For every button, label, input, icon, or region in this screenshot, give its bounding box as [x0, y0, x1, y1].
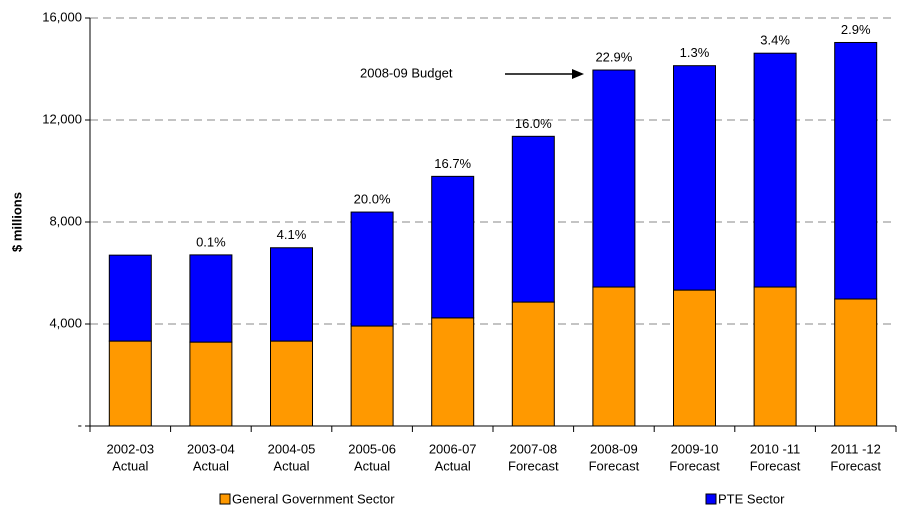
legend-swatch: [705, 493, 717, 505]
y-tick-label: 16,000: [42, 9, 82, 24]
annotation-arrowhead: [572, 69, 584, 79]
bar-segment: [834, 298, 878, 427]
growth-label: 0.1%: [196, 234, 226, 249]
x-tick-label: Forecast: [830, 458, 881, 473]
x-tick-label: Actual: [273, 458, 309, 473]
bar-segment: [673, 65, 716, 291]
y-tick-label: -: [78, 417, 82, 432]
bar-segment: [592, 286, 636, 427]
growth-label: 16.0%: [515, 116, 552, 131]
y-tick-label: 12,000: [42, 111, 82, 126]
y-tick-label: 8,000: [49, 213, 82, 228]
bar-segment: [834, 41, 878, 300]
x-tick-label: 2007-08: [509, 441, 557, 456]
bar-segment: [592, 69, 636, 288]
x-tick-label: 2008-09: [590, 441, 638, 456]
bar-segment: [431, 175, 475, 319]
x-tick-label: Actual: [435, 458, 471, 473]
growth-label: 16.7%: [434, 156, 471, 171]
bar-segment: [108, 254, 152, 342]
bar-segment: [350, 211, 394, 327]
x-tick-label: Forecast: [508, 458, 559, 473]
growth-label: 3.4%: [760, 33, 790, 48]
bar-segment: [270, 247, 313, 342]
x-tick-label: 2009-10: [671, 441, 719, 456]
bar-segment: [270, 340, 313, 427]
x-tick-label: 2011 -12: [831, 441, 881, 456]
y-axis-label: $ millions: [9, 192, 24, 252]
bar-segment: [189, 254, 233, 343]
legend-swatch: [219, 493, 231, 505]
bar-segment: [753, 286, 797, 427]
x-tick-label: Forecast: [750, 458, 801, 473]
x-tick-label: Forecast: [669, 458, 720, 473]
x-tick-label: 2003-04: [187, 441, 235, 456]
growth-label: 22.9%: [595, 49, 632, 64]
bar-segment: [511, 135, 555, 303]
growth-label: 20.0%: [354, 191, 391, 206]
x-tick-label: Forecast: [589, 458, 640, 473]
annotation: 2008-09 Budget: [360, 65, 453, 80]
legend-label: General Government Sector: [232, 491, 395, 506]
x-tick-label: 2010 -11: [750, 441, 800, 456]
bar-segment: [673, 289, 716, 427]
legend-label: PTE Sector: [718, 491, 785, 506]
x-tick-label: 2005-06: [348, 441, 396, 456]
x-tick-label: Actual: [354, 458, 390, 473]
x-tick-label: 2002-03: [106, 441, 154, 456]
bar-segment: [511, 301, 555, 427]
x-tick-label: Actual: [112, 458, 148, 473]
x-tick-label: 2006-07: [429, 441, 477, 456]
growth-label: 4.1%: [277, 227, 307, 242]
bar-segment: [753, 52, 797, 288]
growth-label: 2.9%: [841, 22, 871, 37]
x-tick-label: 2004-05: [268, 441, 316, 456]
x-tick-label: Actual: [193, 458, 229, 473]
growth-label: 1.3%: [680, 45, 710, 60]
bar-segment: [189, 341, 233, 427]
y-tick-label: 4,000: [49, 315, 82, 330]
bar-segment: [108, 340, 152, 427]
bar-segment: [350, 325, 394, 427]
bar-segment: [431, 317, 475, 427]
